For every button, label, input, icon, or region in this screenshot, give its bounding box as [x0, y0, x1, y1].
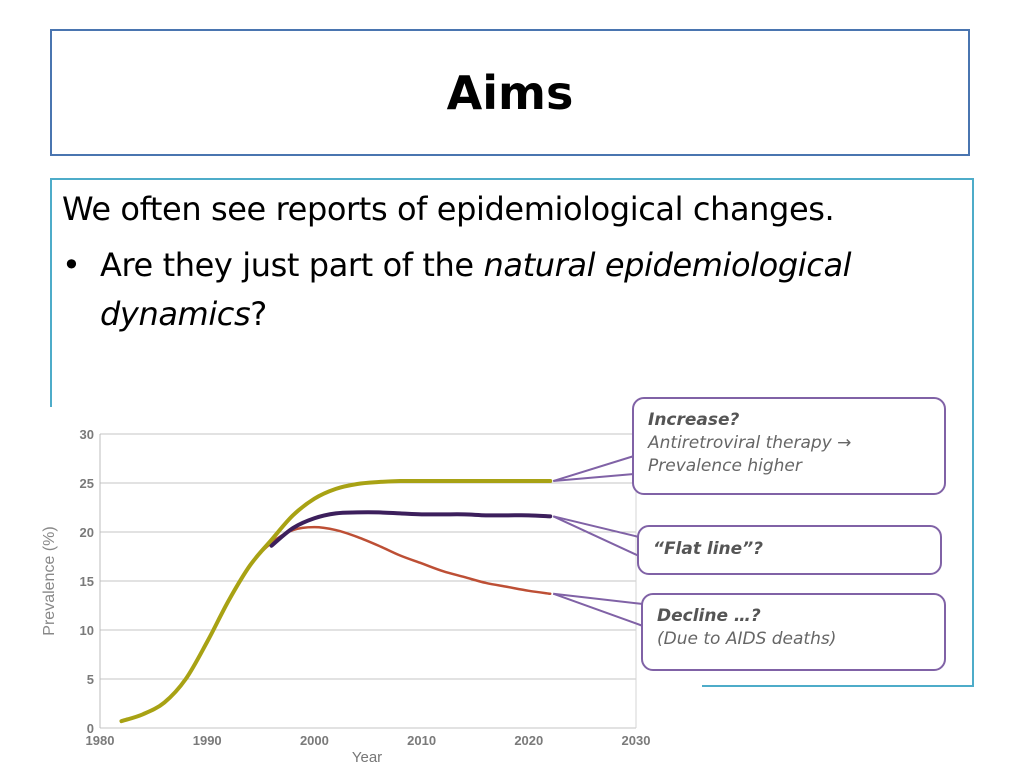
callout-connector-flat [553, 515, 640, 538]
callout-decline-head: Decline …? [657, 606, 761, 626]
y-tick-label: 10 [80, 623, 94, 638]
bullet-emphasis-1: natural epidemiological [483, 246, 852, 284]
y-axis-label: Prevalence (%) [41, 526, 58, 635]
title-box: Aims [50, 29, 970, 156]
intro-text: We often see reports of epidemiological … [62, 190, 835, 228]
x-tick-label: 2000 [300, 733, 329, 748]
y-tick-label: 0 [87, 721, 94, 736]
connectors-layer [552, 455, 644, 627]
bullet-text: Are they just part of the [100, 246, 484, 284]
callout-decline-line1: (Due to AIDS deaths) [657, 629, 837, 649]
bullet-end: ? [250, 295, 267, 333]
x-tick-label: 1980 [86, 733, 115, 748]
y-tick-label: 25 [80, 476, 94, 491]
chart-panel [30, 407, 702, 768]
callout-increase-line2: Prevalence higher [648, 456, 802, 476]
bullet-marker: • [62, 246, 81, 284]
series-line-increase [119, 478, 553, 724]
callout-increase-line1: Antiretroviral therapy → [648, 433, 852, 453]
callout-connector-increase [553, 473, 635, 483]
callout-increase: Increase? Antiretroviral therapy → Preva… [632, 397, 946, 495]
y-tick-label: 15 [80, 574, 94, 589]
x-tick-label: 1990 [193, 733, 222, 748]
y-tick-label: 20 [80, 525, 94, 540]
x-tick-label: 2030 [622, 733, 651, 748]
callout-flat-head: “Flat line”? [653, 539, 764, 559]
slide-title: Aims [446, 65, 574, 120]
ticks-layer: 0 5 10 15 20 25 30 1980 1990 2000 2010 2020 2030 [80, 427, 651, 748]
y-tick-label: 5 [87, 672, 94, 687]
callout-increase-head: Increase? [648, 410, 740, 430]
series-line-flat [269, 510, 553, 548]
y-tick-label: 30 [80, 427, 94, 442]
callout-connector-decline [553, 592, 644, 605]
series-layer [119, 478, 553, 724]
bullet-line-2: dynamics? [100, 295, 267, 333]
bullet-line-1: Are they just part of the natural epidem… [100, 246, 852, 284]
callout-flat: “Flat line”? [637, 525, 942, 575]
series-line-decline [120, 525, 552, 723]
grid-layer [99, 433, 637, 729]
callout-connector-flat [552, 515, 640, 557]
callout-decline: Decline …? (Due to AIDS deaths) [641, 593, 946, 671]
bullet-emphasis-2: dynamics [100, 295, 251, 333]
x-axis-label: Year [352, 749, 382, 766]
callout-connector-increase [552, 455, 635, 482]
callout-connector-decline [552, 592, 644, 627]
x-tick-label: 2020 [514, 733, 543, 748]
x-tick-label: 2010 [407, 733, 436, 748]
